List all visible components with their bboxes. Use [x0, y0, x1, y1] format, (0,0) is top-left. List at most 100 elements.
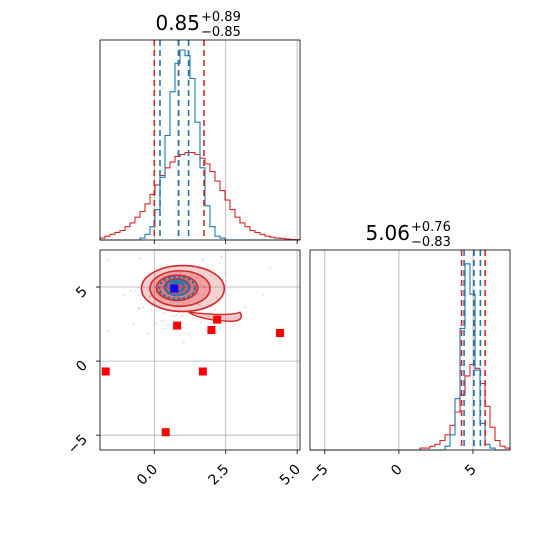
joint-scatter-red-24: [191, 287, 194, 290]
joint-scatter-blue-16: [209, 274, 212, 277]
joint-red-square-0: [173, 321, 182, 330]
joint-scatter-red-31: [244, 306, 247, 309]
joint-scatter-red-75: [175, 314, 177, 316]
joint-scatter-red-89: [151, 304, 153, 307]
joint-scatter-red-48: [166, 293, 169, 296]
joint-y-tick-label-2: 5: [73, 284, 91, 302]
joint-scatter-red-14: [167, 324, 170, 327]
joint-blue-contour-0: [158, 275, 197, 300]
histogram-x-title-median: 0.85: [155, 11, 200, 35]
histogram-y-title-median: 5.06: [365, 221, 410, 245]
joint-scatter-red-16: [161, 304, 164, 307]
joint-red-square-3: [276, 328, 284, 337]
joint-scatter-red-68: [199, 283, 202, 286]
joint-scatter-red-41: [152, 292, 155, 295]
joint-scatter-red-39: [160, 319, 163, 322]
joint-scatter-red-33: [188, 300, 191, 303]
joint-scatter-red-26: [261, 293, 264, 296]
joint-red-square-5: [198, 367, 207, 376]
joint-scatter-red-86: [107, 330, 110, 332]
histogram-x-quantile-lines: [153, 40, 205, 240]
histogram-y-tick-label-2: 5: [462, 462, 480, 480]
joint-blue-contour-1: [164, 279, 191, 297]
joint-scatter-blue-8: [216, 296, 218, 299]
joint-scatter-red-28: [179, 271, 182, 274]
joint-scatter-red-61: [137, 294, 140, 297]
histogram-y-panel: −5 0 5 5.06 +0.76 −0.83: [306, 220, 511, 487]
histogram-x-title-plus: +0.89: [201, 10, 241, 25]
joint-scatter-red-6: [172, 314, 174, 317]
histogram-x-panel: 0.85 +0.89 −0.85: [99, 10, 301, 244]
joint-scatter-red-70: [224, 272, 227, 275]
joint-scatter-blue-14: [191, 273, 193, 275]
joint-scatter-red-1: [148, 296, 151, 298]
joint-scatter-blue-35: [155, 291, 157, 294]
joint-red-square-4: [101, 367, 110, 376]
joint-scatter-red-36: [189, 293, 192, 296]
joint-scatter-red-66: [132, 322, 135, 325]
joint-scatter-red-27: [148, 295, 151, 297]
joint-scatter-red-15: [123, 294, 126, 296]
joint-scatter-red-88: [179, 287, 182, 289]
joint-red-square-2: [207, 326, 216, 334]
joint-scatter-red-43: [200, 321, 203, 323]
joint-red-square-1: [213, 315, 222, 324]
joint-scatter-red-30: [209, 247, 211, 249]
joint-scatter-red-20: [195, 276, 198, 279]
joint-scatter-red-17: [142, 306, 145, 309]
joint-scatter-blue-7: [161, 285, 163, 288]
joint-scatter-red-46: [137, 307, 140, 310]
joint-scatter-red-49: [147, 289, 149, 292]
histogram-y-tick-label-1: 0: [388, 462, 406, 480]
histogram-x-frame: [99, 39, 301, 241]
histogram-y-tick-label-0: −5: [306, 462, 332, 488]
joint-background: [100, 250, 300, 450]
histogram-x-title-minus: −0.85: [201, 25, 241, 40]
joint-scatter-red-76: [197, 293, 199, 296]
histogram-y-title-plus: +0.76: [411, 220, 451, 235]
joint-red-square-6: [161, 428, 170, 437]
joint-scatter-blue-17: [185, 288, 187, 291]
joint-scatter-red-58: [201, 258, 204, 260]
joint-x-tick-label-2: 5.0: [277, 462, 304, 489]
joint-markers: [101, 284, 284, 437]
joint-panel: 0.0 2.5 5.0 −5 0 5: [65, 247, 304, 489]
histogram-y-ticks: −5 0 5: [306, 450, 480, 487]
joint-scatter-red-79: [269, 266, 271, 269]
histogram-y-title-minus: −0.83: [411, 235, 451, 250]
joint-scatter-red-47: [205, 329, 208, 332]
joint-scatter-red-73: [182, 301, 185, 304]
joint-scatter-blue-5: [180, 287, 183, 289]
histogram-y-grid: [324, 250, 474, 450]
joint-scatter-red-44: [202, 286, 205, 288]
joint-scatter-red-40: [162, 312, 165, 315]
joint-scatter-red-74: [138, 307, 141, 310]
joint-scatter-red-55: [147, 332, 150, 335]
joint-scatter-red-69: [130, 290, 132, 292]
joint-scatter-blue-30: [179, 297, 182, 300]
joint-scatter-red-10: [198, 304, 201, 307]
joint-scatter-blue-33: [178, 287, 180, 289]
joint-scatter-blue-0: [185, 289, 187, 292]
joint-scatter-red-37: [153, 301, 156, 304]
histogram-y-frame: [309, 249, 511, 451]
joint-scatter-blue-13: [161, 292, 164, 295]
joint-scatter-blue-31: [160, 286, 162, 289]
joint-scatter-blue-36: [185, 278, 188, 280]
joint-scatter-red-52: [201, 259, 204, 261]
joint-scatter-red-2: [150, 309, 153, 312]
joint-scatter-red-21: [107, 258, 110, 261]
joint-scatter-red-11: [137, 286, 140, 289]
joint-scatter-red-83: [197, 303, 199, 306]
joint-x-tick-label-1: 2.5: [205, 462, 232, 489]
histogram-y-quantile-lines: [460, 250, 486, 450]
joint-scatter-red-80: [203, 286, 205, 289]
joint-x-tick-label-0: 0.0: [134, 462, 161, 489]
joint-scatter-red-34: [220, 255, 223, 258]
joint-frame: [99, 249, 301, 451]
joint-scatter-red-19: [155, 322, 157, 324]
joint-scatter-red-4: [207, 315, 210, 318]
joint-scatter-red-32: [187, 332, 190, 335]
joint-scatter-blue-37: [159, 289, 162, 291]
